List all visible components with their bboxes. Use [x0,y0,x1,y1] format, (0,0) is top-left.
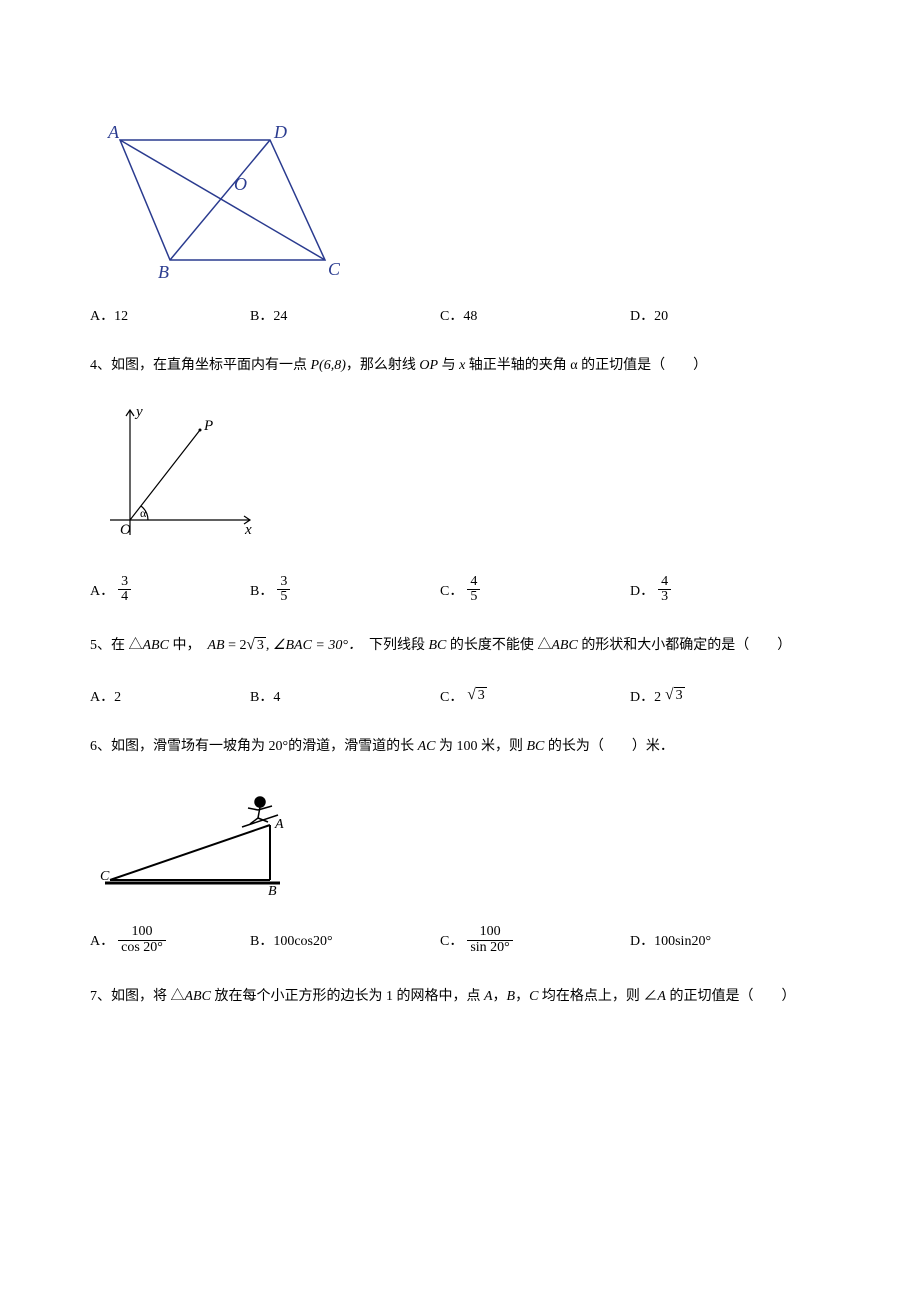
q4-a-num: 3 [118,575,131,590]
q3-figure: A D B C O [100,120,830,285]
q4-label-alpha: α [140,506,147,520]
label-a: A [107,122,120,142]
q6-opt-a-label: A． [90,930,114,950]
label-b: B [158,262,169,280]
q5-text: 5、在 △ABC 中， AB = 2√3, ∠BAC = 30°． 下列线段 B… [90,633,830,660]
q6-label-c: C [100,869,110,884]
q6-opt-c-label: C． [440,930,463,950]
q6-c-num: 100 [467,925,512,940]
q7-c2: ， [515,989,529,1004]
q6-figure: A B C [100,780,830,905]
q4-post: 轴正半轴的夹角 α 的正切值是（ ） [465,358,707,373]
label-o: O [234,174,247,194]
q4-d-num: 4 [658,575,671,590]
q4-op: OP [419,358,438,373]
q5-abc: ABC [143,638,169,653]
q5-sqrt: 3 [255,637,266,653]
q3-options: A．12 B．24 C．48 D．20 [90,305,830,325]
q4-d-den: 3 [658,589,671,605]
q4-label-o: O [120,522,131,538]
q3-opt-d: D．20 [630,305,668,325]
q7-a2: A [657,989,666,1004]
q7-mid2: 均在格点上，则 ∠ [538,989,657,1004]
q4-point: P(6,8) [311,358,346,373]
q6-opt-d: D．100sin20° [630,930,711,950]
q5-c-rad: 3 [476,687,487,703]
q7-c1: ， [493,989,507,1004]
q7-a: A [484,989,493,1004]
q7-post: 的正切值是（ ） [666,989,796,1004]
q7-text: 7、如图，将 △ABC 放在每个小正方形的边长为 1 的网格中，点 A，B，C … [90,984,830,1011]
q5-mid2: 下列线段 [355,638,429,653]
q6-opt-b: B．100cos20° [250,930,333,950]
q6-c-den: sin 20° [467,940,512,956]
q5-abc2: ABC [551,638,577,653]
q6-ac: AC [418,739,436,754]
q4-label-p: P [203,418,213,434]
q4-opt-c-label: C． [440,580,463,600]
label-d: D [273,122,287,142]
q7-pre: 7、如图，将 △ [90,989,185,1004]
q6-text: 6、如图，滑雪场有一坡角为 20°的滑道，滑雪道的长 AC 为 100 米，则 … [90,734,830,761]
q5-eq: = 2 [225,638,247,653]
q7-mid1: 放在每个小正方形的边长为 1 的网格中，点 [211,989,484,1004]
q4-opt-b-label: B． [250,580,273,600]
q5-ab: AB [207,638,224,653]
label-c: C [328,259,340,279]
q4-text: 4、如图，在直角坐标平面内有一点 P(6,8)，那么射线 OP 与 x 轴正半轴… [90,353,830,380]
q4-c-den: 5 [467,589,480,605]
q6-pre: 6、如图，滑雪场有一坡角为 20°的滑道，滑雪道的长 [90,739,418,754]
q3-opt-c: C．48 [440,305,477,325]
q5-bc: BC [428,638,446,653]
q6-label-a: A [274,817,284,832]
q3-opt-a: A．12 [90,305,128,325]
q4-mid2: 与 [438,358,459,373]
q6-bc: BC [527,739,545,754]
q4-c-num: 4 [467,575,480,590]
q6-a-den: cos 20° [118,940,166,956]
q5-post: 的形状和大小都确定的是（ ） [578,638,792,653]
q4-a-den: 4 [118,589,131,605]
q5-opt-a: A．2 [90,686,121,706]
q7-abc: ABC [185,989,211,1004]
q5-pre: 5、在 △ [90,638,143,653]
q4-mid: ，那么射线 [346,358,420,373]
q4-label-y: y [134,404,143,420]
q4-b-num: 3 [277,575,290,590]
q5-mid3: 的长度不能使 △ [446,638,551,653]
q6-mid: 为 100 米，则 [436,739,527,754]
q5-d-rad: 3 [674,687,685,703]
q6-a-num: 100 [118,925,166,940]
q5-angle: , ∠BAC = 30°． [266,638,355,653]
q5-mid1: 中， [169,638,208,653]
q4-options: A． 34 B． 35 C． 45 D． 43 [90,575,830,605]
q4-opt-a-label: A． [90,580,114,600]
q3-opt-b: B．24 [250,305,287,325]
q7-b: B [507,989,516,1004]
q6-label-b: B [268,884,277,899]
q5-opt-c-label: C． [440,686,463,706]
q5-opt-b: B．4 [250,686,280,706]
q4-label-x: x [244,522,252,538]
q4-opt-d-label: D． [630,580,654,600]
q6-post: 的长为（ ）米． [544,739,674,754]
q5-options: A．2 B．4 C． √3 D．2 √3 [90,686,830,706]
q4-b-den: 5 [277,589,290,605]
q5-opt-d-label: D．2 [630,686,661,706]
q6-options: A． 100cos 20° B．100cos20° C． 100sin 20° … [90,925,830,955]
q4-figure: y x O P α [100,400,830,555]
q4-pre: 4、如图，在直角坐标平面内有一点 [90,358,311,373]
